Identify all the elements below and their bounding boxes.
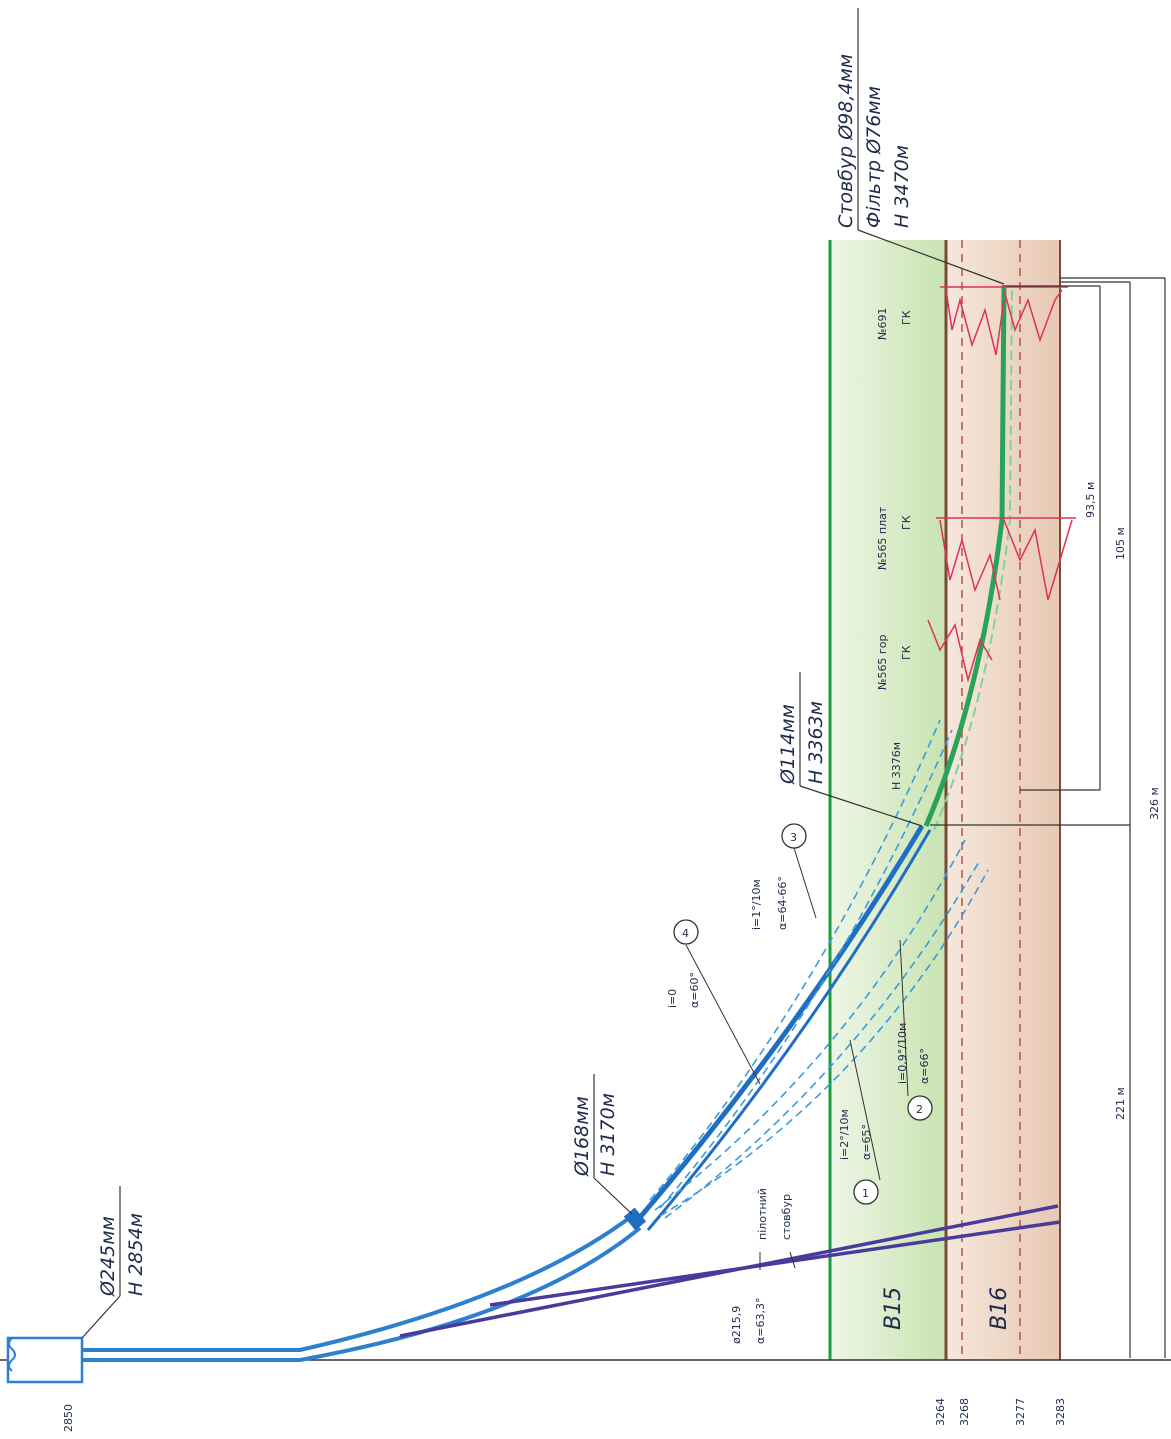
- layer-b15: [830, 240, 946, 1360]
- point-depth-label: H 3376м: [890, 742, 903, 790]
- pilot-borehole-2: [489, 1220, 1061, 1307]
- pilot-diameter: ø215,9: [730, 1306, 743, 1344]
- stratum-b15-label: B15: [881, 1287, 906, 1330]
- wellhead-245: [6, 1336, 84, 1384]
- svg-text:2: 2: [916, 1103, 923, 1116]
- svg-text:1: 1: [862, 1187, 869, 1200]
- borehole-245-inner: [82, 1226, 642, 1362]
- filter-section: [923, 284, 1007, 827]
- casing-245-diameter: Ø245мм: [97, 1216, 119, 1297]
- variant-4: 4 i=0 α=60°: [666, 919, 701, 1008]
- casing-168-depth: H 3170м: [597, 1093, 619, 1176]
- variant-2: 2 i=0,9°/10м α=66°: [896, 1023, 933, 1121]
- variant-2-i: i=0,9°/10м: [896, 1023, 909, 1084]
- variant-4-a: α=60°: [688, 972, 701, 1008]
- dim-93-5: 93,5 м: [1084, 482, 1097, 518]
- variant-2-a: α=66°: [918, 1048, 931, 1084]
- well-565-hor-name: №565 гор: [876, 635, 889, 690]
- depth-tick-3268: 3268: [958, 1398, 971, 1426]
- log-565-plat: [939, 519, 1073, 601]
- well-691-name: №691: [876, 308, 889, 340]
- log-691: [945, 289, 1063, 356]
- dim-221: 221 м: [1114, 1087, 1127, 1120]
- wellhead-break: [8, 1337, 16, 1372]
- stratum-b16-label: B16: [987, 1287, 1012, 1330]
- casing-168-shoe: [623, 1207, 647, 1231]
- casing-168: [634, 824, 925, 1224]
- variant-1-i: i=2°/10м: [838, 1109, 851, 1160]
- casing-114-depth: H 3363м: [805, 701, 827, 784]
- well-565-plat-code: ГК: [900, 515, 913, 530]
- well-691-code: ГК: [900, 310, 913, 325]
- well-565-plat-name: №565 плат: [876, 506, 889, 570]
- depth-tick-3283: 3283: [1054, 1398, 1067, 1426]
- svg-text:4: 4: [682, 927, 689, 940]
- variant-3-a: α=64-66°: [776, 876, 789, 930]
- casing-168-inner: [646, 829, 932, 1231]
- final-hole-line1: Стовбур Ø98,4мм: [835, 54, 857, 228]
- variant-1-a: α=65°: [860, 1124, 873, 1160]
- pilot-name2: стовбур: [780, 1194, 793, 1240]
- log-565-hor: [927, 619, 993, 683]
- filter-section-inner: [933, 284, 1013, 831]
- svg-text:3: 3: [790, 831, 797, 844]
- casing-245-depth: H 2854м: [125, 1213, 147, 1296]
- well-565-hor-code: ГК: [900, 645, 913, 660]
- depth-tick-3264: 3264: [934, 1398, 947, 1426]
- pilot-name: пілотний: [756, 1188, 769, 1240]
- final-hole-line2: Фільтр Ø76мм: [863, 86, 885, 228]
- dim-326: 326 м: [1148, 787, 1161, 820]
- borehole-245: [82, 1214, 634, 1352]
- casing-114-diameter: Ø114мм: [777, 704, 799, 785]
- variant-3: 3 i=1°/10м α=64-66°: [750, 823, 807, 930]
- variant-4-i: i=0: [666, 989, 679, 1008]
- depth-tick-2850: 2850: [62, 1404, 75, 1432]
- variant-3-i: i=1°/10м: [750, 879, 763, 930]
- casing-168-diameter: Ø168мм: [571, 1096, 593, 1177]
- final-hole-line3: H 3470м: [891, 145, 913, 228]
- dim-105: 105 м: [1114, 527, 1127, 560]
- depth-tick-3277: 3277: [1014, 1398, 1027, 1426]
- variant-corridors: [649, 719, 989, 1219]
- pilot-angle: α=63,3°: [754, 1298, 767, 1344]
